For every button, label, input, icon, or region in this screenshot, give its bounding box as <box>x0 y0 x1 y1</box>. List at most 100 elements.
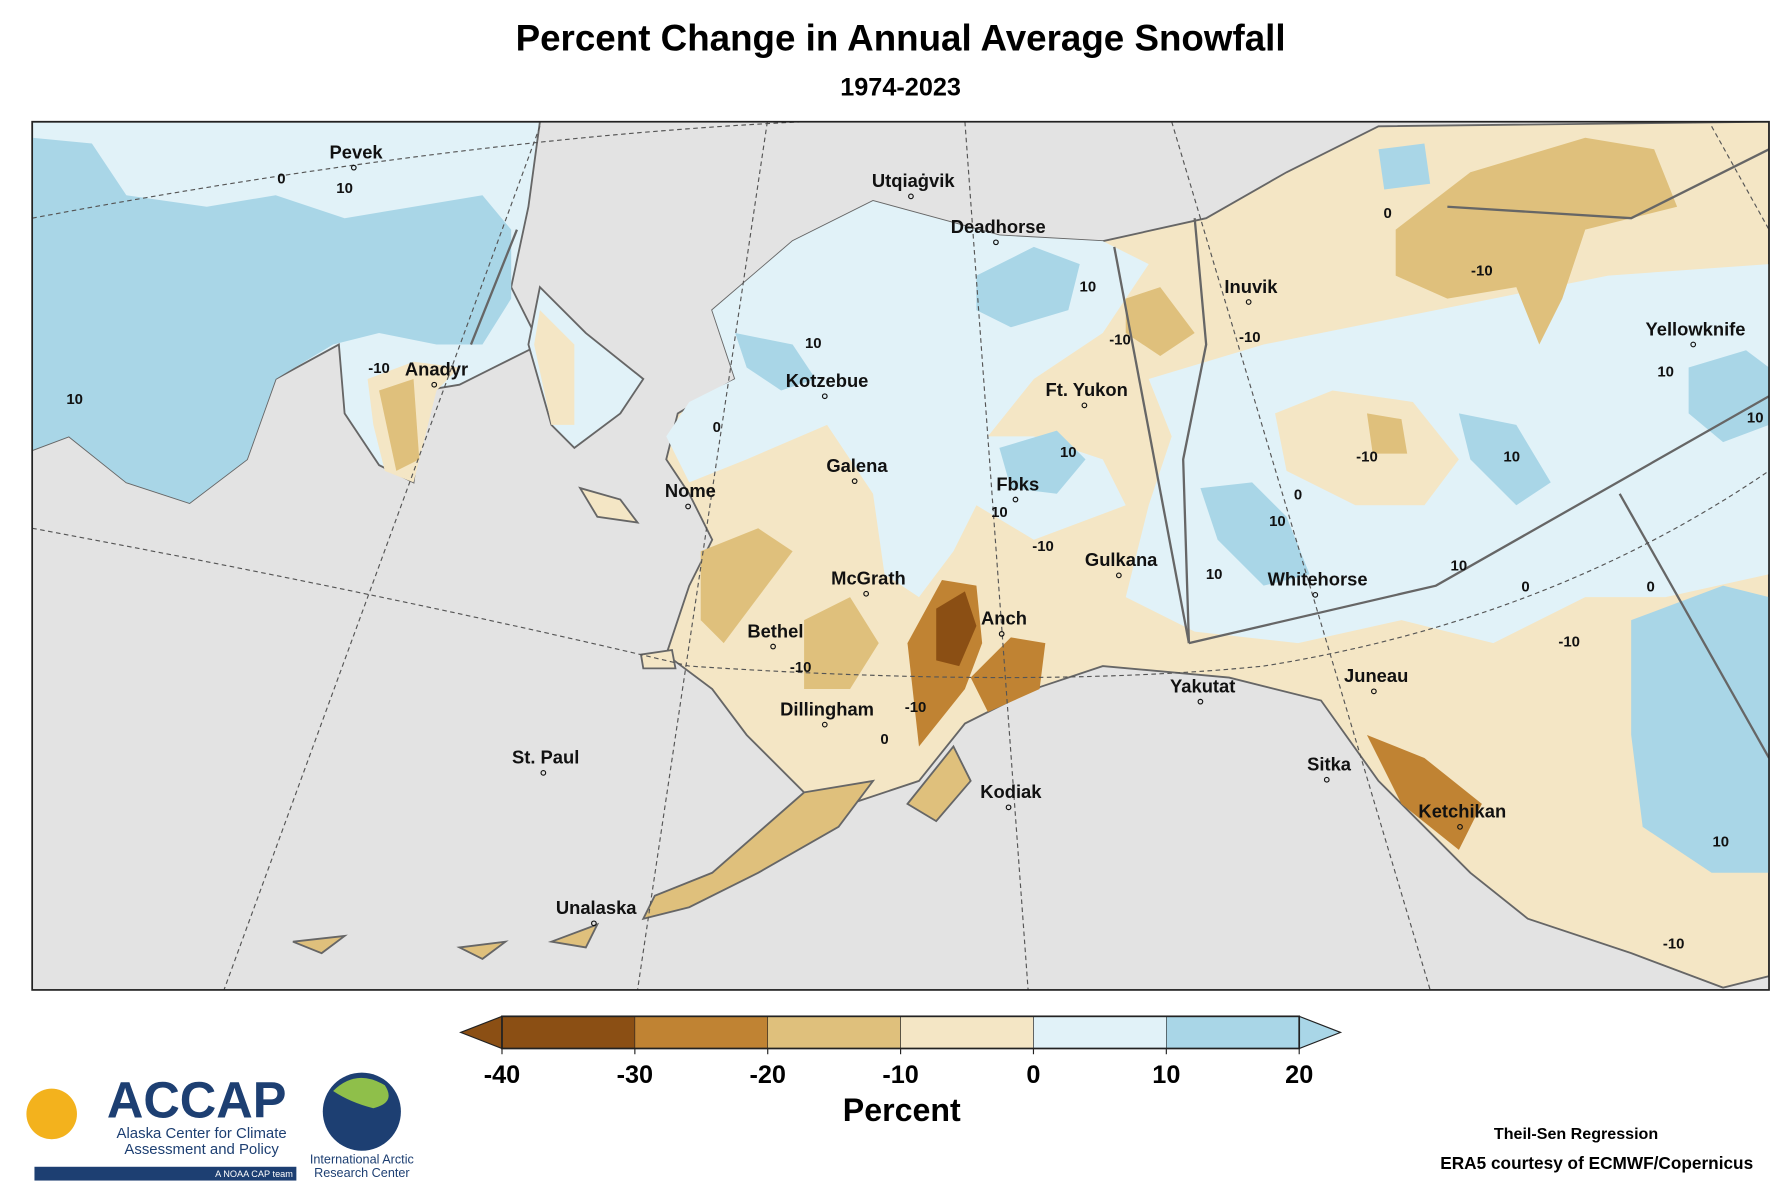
colorbar-tick-label: 10 <box>1152 1061 1180 1089</box>
place-label: Fbks <box>996 473 1039 494</box>
colorbar-bin <box>1033 1016 1167 1049</box>
colorbar-tick-label: 0 <box>1026 1061 1040 1089</box>
place-marker <box>821 721 828 728</box>
place-marker <box>993 239 999 246</box>
map: Pevek Utqiaġvik Deadhorse Inuvik Yellowknife… <box>31 120 1770 991</box>
graticule <box>32 121 805 219</box>
border <box>1182 218 1208 644</box>
contour-label: 10 <box>805 335 822 352</box>
method-credit: Theil-Sen Regression <box>1494 1125 1658 1143</box>
place-label: Anadyr <box>405 359 468 380</box>
accap-tag: A NOAA CAP team <box>215 1169 293 1179</box>
place-marker <box>685 503 691 510</box>
accap-logo: ACCAP Alaska Center for Climate Assessme… <box>26 1071 414 1181</box>
iarc-name: International Arctic Research Center <box>309 1152 414 1181</box>
region <box>379 378 420 471</box>
region <box>735 333 816 391</box>
region <box>976 246 1080 328</box>
contour-label: -10 <box>1239 329 1261 346</box>
sun-icon <box>26 1088 77 1140</box>
place-marker <box>1245 299 1252 305</box>
place-label: Unalaska <box>556 897 637 918</box>
accap-wordmark: ACCAP <box>107 1071 287 1128</box>
contour-label: 0 <box>1521 578 1529 595</box>
contour-label: -10 <box>368 360 390 377</box>
contour-label: -10 <box>790 659 812 676</box>
place-marker <box>431 381 438 388</box>
place-label: Sitka <box>1307 754 1352 775</box>
colorbar-tick-label: -20 <box>749 1061 786 1089</box>
region <box>1366 734 1482 850</box>
border <box>469 229 518 345</box>
subtitle: 1974-2023 <box>840 73 961 101</box>
place-marker <box>1370 688 1377 695</box>
region <box>970 637 1046 713</box>
place-label: Nome <box>665 480 716 501</box>
contour-label: 10 <box>1712 833 1729 850</box>
contour-label: 10 <box>336 180 353 197</box>
contour-label: 0 <box>1294 487 1302 504</box>
place-label: McGrath <box>831 568 905 589</box>
place-label: Ketchikan <box>1418 801 1506 822</box>
contour-labels: 0 10 -10 10 10 0 -10 10 10 -10 -10 10 0 10 -10 10 10 -10 1… <box>66 171 1763 953</box>
place-labels: Pevek Utqiaġvik Deadhorse Inuvik Yellowknife… <box>330 141 1746 927</box>
contour-label: 10 <box>1451 558 1468 575</box>
place-label: Yellowknife <box>1646 318 1746 339</box>
colorbar-bin <box>634 1016 769 1049</box>
contour-label: 10 <box>991 504 1008 521</box>
place-marker <box>350 164 357 171</box>
place-label: Bethel <box>747 620 803 641</box>
iarc-land <box>333 1077 389 1109</box>
contour-label: -10 <box>1558 634 1580 651</box>
border <box>1447 148 1770 220</box>
place-marker <box>998 631 1005 637</box>
contour-label: 10 <box>1060 444 1077 461</box>
region <box>999 430 1086 494</box>
map-frame <box>31 120 1770 991</box>
place-label: Utqiaġvik <box>872 170 955 191</box>
border <box>1188 395 1770 645</box>
contour-label: 10 <box>1747 410 1764 427</box>
region <box>1378 143 1431 190</box>
place-label: Gulkana <box>1085 549 1158 570</box>
colorbar-tick-label: -10 <box>882 1061 919 1089</box>
region <box>1395 137 1678 345</box>
place-label: Yakutat <box>1170 675 1235 696</box>
graticule <box>32 470 1770 679</box>
land <box>906 744 972 823</box>
graticule <box>223 121 1770 990</box>
contour-label: -10 <box>1356 449 1378 466</box>
place-marker <box>1115 572 1122 579</box>
place-label: Kodiak <box>980 781 1042 802</box>
contour-label: -10 <box>1032 538 1054 555</box>
region <box>1200 482 1310 586</box>
border <box>1618 493 1770 759</box>
region <box>1125 287 1195 357</box>
place-label: Dillingham <box>780 698 874 719</box>
place-marker <box>1081 402 1088 409</box>
place-label: Deadhorse <box>951 216 1046 237</box>
place-label: Inuvik <box>1224 276 1278 297</box>
place-marker <box>1323 776 1330 783</box>
colorbar-bin <box>900 1016 1034 1049</box>
contour-label: 10 <box>1080 279 1097 296</box>
place-label: Whitehorse <box>1268 569 1368 590</box>
colorbar-label: Percent <box>843 1092 961 1128</box>
region <box>1631 585 1770 873</box>
title: Percent Change in Annual Average Snowfal… <box>516 18 1286 59</box>
place-marker <box>1005 804 1012 811</box>
place-marker <box>1457 823 1463 830</box>
accap-name: Alaska Center for Climate Assessment and… <box>116 1125 287 1158</box>
place-marker <box>540 770 547 776</box>
land <box>641 779 876 921</box>
place-marker <box>863 590 870 597</box>
accap-bar <box>34 1166 297 1181</box>
region <box>1275 390 1459 506</box>
contour-label: 0 <box>277 171 285 188</box>
region <box>936 591 977 667</box>
contour-label: 10 <box>1657 364 1674 381</box>
place-marker <box>1312 592 1319 598</box>
place-label: Pevek <box>330 141 384 162</box>
contour-label: -10 <box>1471 263 1493 280</box>
